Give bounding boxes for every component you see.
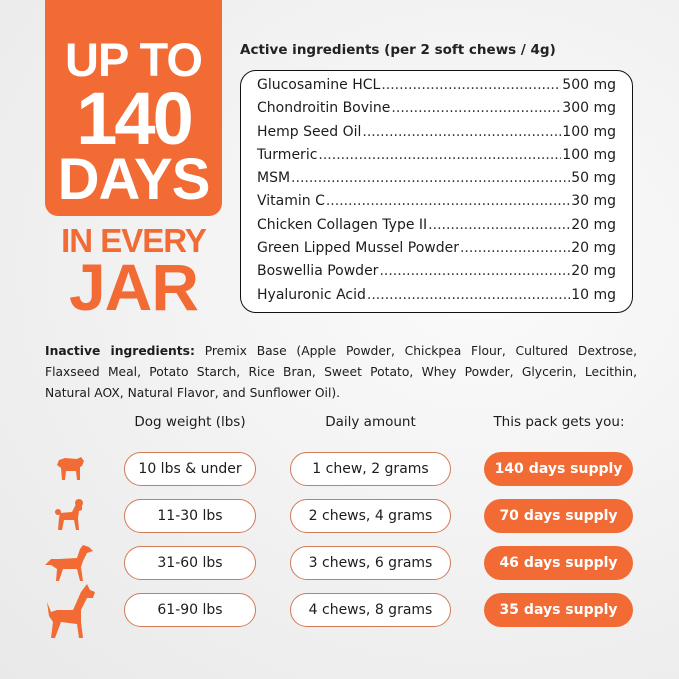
weight-text: 61-90 lbs	[157, 602, 223, 618]
ingredient-name: Hyaluronic Acid	[257, 286, 366, 303]
dot-leader	[326, 193, 570, 209]
ingredient-row: Hyaluronic Acid 10 mg	[257, 287, 616, 310]
active-ingredients-box: Glucosamine HCL 500 mg Chondroitin Bovine 3…	[240, 70, 633, 313]
ingredient-name: Chicken Collagen Type II	[257, 216, 428, 233]
ingredient-amount: 30 mg	[571, 193, 616, 210]
amount-pill: 1 chew, 2 grams	[290, 452, 451, 486]
poodle-icon	[52, 498, 86, 536]
ingredient-amount: 10 mg	[571, 286, 616, 303]
weight-text: 31-60 lbs	[157, 555, 223, 571]
ingredient-name: Vitamin C	[257, 193, 325, 210]
ingredient-row: Green Lipped Mussel Powder 20 mg	[257, 240, 616, 263]
header-daily-amount: Daily amount	[325, 414, 416, 430]
weight-pill: 61-90 lbs	[124, 593, 256, 627]
inactive-label: Inactive ingredients:	[45, 344, 195, 358]
dot-leader	[428, 217, 570, 233]
dot-leader	[381, 77, 561, 93]
ingredient-amount: 100 mg	[562, 146, 616, 163]
header-dog-weight: Dog weight (lbs)	[134, 414, 246, 430]
weight-text: 10 lbs & under	[138, 461, 242, 477]
dot-leader	[460, 240, 570, 256]
supply-days: 35	[499, 602, 519, 618]
badge-number: 140	[76, 77, 193, 160]
weight-pill: 31-60 lbs	[124, 546, 256, 580]
supply-text: days supply	[523, 508, 618, 524]
supply-pill: 46 days supply	[484, 546, 633, 580]
supply-text: days supply	[523, 555, 618, 571]
supply-pill: 140 days supply	[484, 452, 633, 486]
ingredient-row: Chondroitin Bovine 300 mg	[257, 100, 616, 123]
ingredient-row: Glucosamine HCL 500 mg	[257, 77, 616, 100]
supply-pill: 70 days supply	[484, 499, 633, 533]
active-ingredients-heading: Active ingredients (per 2 soft chews / 4…	[240, 42, 556, 58]
inactive-ingredients: Inactive ingredients: Premix Base (Apple…	[45, 341, 637, 404]
weight-pill: 10 lbs & under	[124, 452, 256, 486]
ingredient-row: Vitamin C 30 mg	[257, 193, 616, 216]
supply-pill: 35 days supply	[484, 593, 633, 627]
inactive-text: Premix Base (Apple Powder, Chickpea Flou…	[45, 344, 637, 400]
supply-days: 140	[494, 461, 524, 477]
dot-leader	[318, 147, 561, 163]
dot-leader	[291, 170, 570, 186]
ingredient-amount: 50 mg	[571, 170, 616, 187]
supply-days: 46	[499, 555, 519, 571]
ingredient-name: Chondroitin Bovine	[257, 100, 391, 117]
ingredient-name: Green Lipped Mussel Powder	[257, 240, 459, 257]
dot-leader	[379, 263, 570, 279]
badge-line: UP TO	[65, 33, 203, 86]
supply-text: days supply	[528, 461, 623, 477]
ingredient-name: Turmeric	[257, 146, 318, 163]
ingredient-row: Hemp Seed Oil 100 mg	[257, 124, 616, 147]
header-pack: This pack gets you:	[493, 414, 625, 430]
amount-pill: 3 chews, 6 grams	[290, 546, 451, 580]
supply-text: days supply	[523, 602, 618, 618]
setter-icon	[43, 543, 93, 587]
amount-text: 4 chews, 8 grams	[308, 602, 433, 618]
ingredient-row: Turmeric 100 mg	[257, 147, 616, 170]
ingredient-name: Boswellia Powder	[257, 263, 379, 280]
ingredient-amount: 100 mg	[562, 123, 616, 140]
ingredient-amount: 20 mg	[571, 216, 616, 233]
ingredient-row: Boswellia Powder 20 mg	[257, 263, 616, 286]
supply-days: 70	[499, 508, 519, 524]
dot-leader	[391, 100, 561, 116]
pug-icon	[55, 456, 85, 486]
amount-text: 1 chew, 2 grams	[312, 461, 429, 477]
ingredient-name: Hemp Seed Oil	[257, 123, 362, 140]
ingredient-row: MSM 50 mg	[257, 170, 616, 193]
weight-pill: 11-30 lbs	[124, 499, 256, 533]
dot-leader	[362, 124, 561, 140]
badge-subtitle: IN EVERY	[61, 222, 207, 259]
badge-line: DAYS	[57, 147, 211, 212]
days-badge: UP TO 140 DAYS	[45, 0, 222, 216]
ingredient-amount: 500 mg	[562, 77, 616, 93]
amount-pill: 2 chews, 4 grams	[290, 499, 451, 533]
amount-text: 3 chews, 6 grams	[308, 555, 433, 571]
amount-pill: 4 chews, 8 grams	[290, 593, 451, 627]
ingredient-amount: 300 mg	[562, 100, 616, 117]
amount-text: 2 chews, 4 grams	[308, 508, 433, 524]
ingredient-name: Glucosamine HCL	[257, 77, 381, 93]
boxer-icon	[43, 582, 95, 644]
ingredient-row: Chicken Collagen Type II 20 mg	[257, 217, 616, 240]
weight-text: 11-30 lbs	[157, 508, 223, 524]
ingredient-amount: 20 mg	[571, 263, 616, 280]
dot-leader	[367, 287, 570, 303]
badge-subtitle: JAR	[68, 250, 199, 324]
ingredient-name: MSM	[257, 170, 291, 187]
ingredient-amount: 20 mg	[571, 240, 616, 257]
